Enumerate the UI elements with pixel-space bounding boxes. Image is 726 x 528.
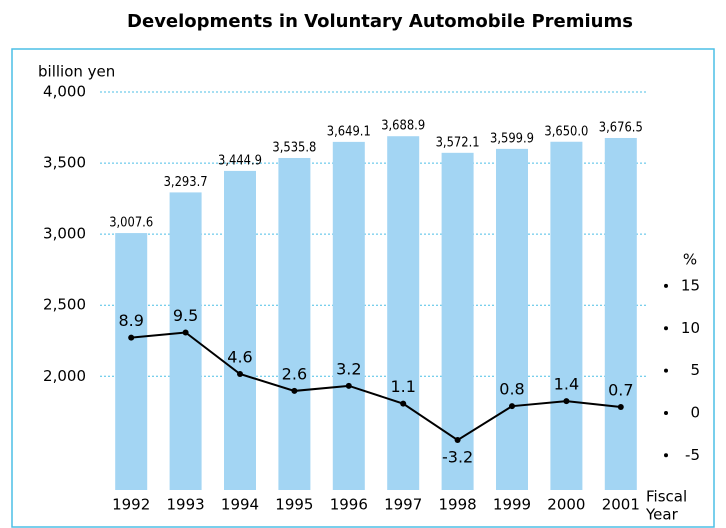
- x-tick-label: 1994: [221, 496, 259, 514]
- y2-tick: [664, 368, 668, 373]
- bar: [115, 233, 148, 491]
- bar: [387, 136, 420, 490]
- line: [131, 331, 621, 442]
- y2-tick: [664, 326, 668, 331]
- line-value-label: 0.7: [608, 381, 633, 400]
- y2-tick: [664, 453, 668, 458]
- bar-value-label: 3,572.1: [436, 135, 480, 150]
- line-point: [400, 400, 407, 407]
- line-value-label: 4.6: [227, 347, 252, 366]
- bar-value-label: 3,688.9: [381, 119, 425, 134]
- line-value-label: 8.9: [118, 311, 143, 330]
- y-tick-label: 2,500: [43, 296, 86, 314]
- x-tick-label: 2001: [602, 496, 640, 514]
- x-tick-label: 1995: [275, 496, 313, 514]
- x-tick-label: 1996: [330, 496, 368, 514]
- line-point: [617, 404, 624, 411]
- bar: [332, 141, 365, 490]
- line-point: [237, 370, 243, 377]
- y2-tick-label: 15: [681, 276, 700, 294]
- frame: [11, 48, 715, 528]
- x-tick-label: 1999: [493, 496, 531, 514]
- x-axis-label: Year: [645, 506, 679, 524]
- y2-tick-label: 10: [681, 319, 700, 337]
- line-point: [128, 334, 135, 341]
- line-value-label: 0.8: [499, 380, 524, 399]
- line-value-label: 2.6: [282, 364, 307, 383]
- y2-tick-label: 0: [690, 403, 700, 421]
- bar-value-label: 3,293.7: [164, 175, 208, 190]
- x-tick-label: 1997: [384, 496, 422, 514]
- line-value-label: 1.1: [390, 377, 415, 396]
- bar-value-label: 3,007.6: [109, 216, 153, 231]
- y-tick-label: 4,000: [43, 83, 86, 101]
- bar: [604, 137, 637, 490]
- line-value-label: 1.4: [554, 375, 579, 394]
- x-tick-label: 1993: [167, 496, 205, 514]
- line-value-label: 9.5: [173, 306, 198, 325]
- y2-tick: [664, 283, 668, 288]
- bar: [550, 141, 583, 490]
- y-axis-label: billion yen: [38, 63, 115, 81]
- line-point: [454, 437, 461, 444]
- y2-tick-label: -5: [685, 446, 700, 464]
- line-value-label: 3.2: [336, 359, 361, 378]
- y-tick-label: 2,000: [43, 367, 86, 385]
- line-point: [563, 398, 570, 405]
- line-value-label: -3.2: [442, 448, 473, 467]
- line-point: [182, 329, 189, 336]
- x-axis-label: Fiscal: [646, 488, 687, 506]
- y2-axis-label: %: [683, 251, 697, 269]
- x-tick-label: 1998: [439, 496, 477, 514]
- line-point: [345, 382, 352, 389]
- bar: [496, 148, 528, 491]
- bar: [278, 157, 311, 490]
- bar-value-label: 3,444.9: [218, 153, 262, 168]
- chart-title: Developments in Voluntary Automobile Pre…: [127, 11, 633, 32]
- y-tick-label: 3,000: [43, 225, 86, 243]
- bar: [224, 170, 256, 490]
- bar-value-label: 3,649.1: [327, 124, 371, 139]
- y2-tick-label: 5: [690, 361, 700, 379]
- bar-value-label: 3,676.5: [599, 120, 643, 135]
- x-tick-label: 2000: [547, 496, 585, 514]
- bar-value-label: 3,535.8: [272, 140, 316, 155]
- y-tick-label: 3,500: [43, 154, 86, 172]
- line-point: [291, 387, 298, 394]
- line-point: [509, 403, 515, 410]
- bar-value-label: 3,650.0: [544, 124, 588, 139]
- x-tick-label: 1992: [112, 496, 150, 514]
- bar-value-label: 3,599.9: [490, 131, 534, 146]
- y2-tick: [664, 410, 668, 415]
